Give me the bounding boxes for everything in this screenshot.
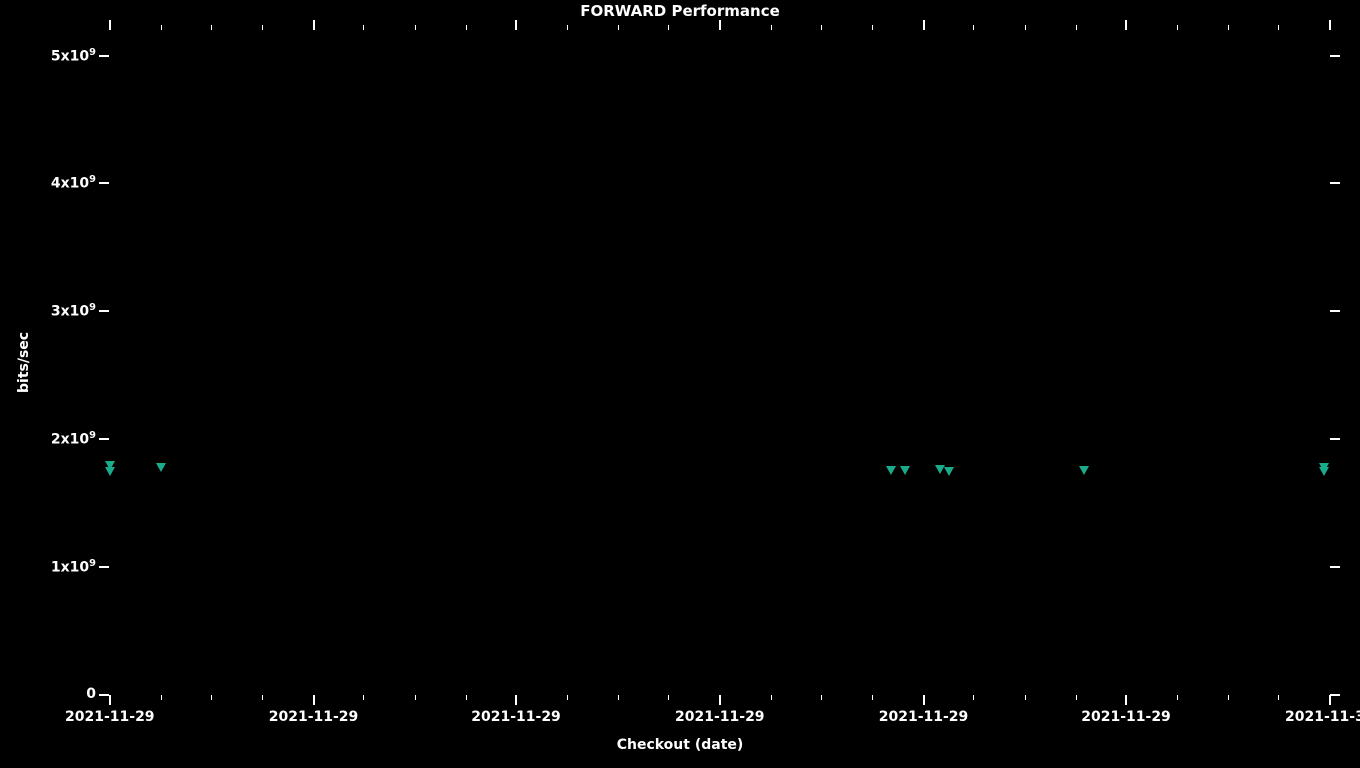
x-minor-tick <box>618 695 619 700</box>
chart-container: FORWARD Performance bits/sec Checkout (d… <box>0 0 1360 768</box>
x-minor-tick-top <box>1278 25 1279 30</box>
x-tick-mark <box>515 695 517 705</box>
x-tick-mark <box>1125 695 1127 705</box>
data-point-marker <box>1079 466 1089 475</box>
x-tick-mark-top <box>313 20 315 30</box>
x-minor-tick-top <box>567 25 568 30</box>
y-tick-mark <box>99 694 109 696</box>
x-minor-tick-top <box>466 25 467 30</box>
chart-title: FORWARD Performance <box>0 2 1360 20</box>
x-minor-tick-top <box>161 25 162 30</box>
y-tick-mark <box>99 310 109 312</box>
x-tick-mark-top <box>1125 20 1127 30</box>
y-tick-mark-right <box>1330 694 1340 696</box>
y-tick-label: 2x109 <box>51 430 96 448</box>
x-minor-tick <box>1025 695 1026 700</box>
x-tick-mark-top <box>515 20 517 30</box>
x-tick-mark-top <box>923 20 925 30</box>
data-point-marker <box>1319 467 1329 476</box>
data-point-marker <box>944 467 954 476</box>
x-minor-tick-top <box>262 25 263 30</box>
x-tick-mark-top <box>109 20 111 30</box>
y-axis-label: bits/sec <box>16 331 32 392</box>
x-minor-tick <box>872 695 873 700</box>
y-tick-mark-right <box>1330 438 1340 440</box>
x-minor-tick-top <box>1076 25 1077 30</box>
y-tick-mark <box>99 566 109 568</box>
x-minor-tick-top <box>211 25 212 30</box>
x-minor-tick-top <box>973 25 974 30</box>
x-minor-tick <box>973 695 974 700</box>
y-tick-mark <box>99 182 109 184</box>
y-tick-mark <box>99 438 109 440</box>
x-minor-tick <box>363 695 364 700</box>
y-tick-label: 3x109 <box>51 302 96 320</box>
x-tick-mark <box>1329 695 1331 705</box>
x-minor-tick <box>466 695 467 700</box>
x-minor-tick-top <box>618 25 619 30</box>
x-minor-tick <box>211 695 212 700</box>
x-minor-tick <box>262 695 263 700</box>
x-tick-label: 2021-11-29 <box>879 709 969 725</box>
x-minor-tick-top <box>415 25 416 30</box>
y-tick-mark-right <box>1330 310 1340 312</box>
x-minor-tick <box>1278 695 1279 700</box>
x-minor-tick <box>161 695 162 700</box>
x-minor-tick <box>1177 695 1178 700</box>
x-tick-label: 2021-11-29 <box>471 709 561 725</box>
x-tick-mark <box>923 695 925 705</box>
y-tick-mark <box>99 55 109 57</box>
x-tick-label: 2021-11-29 <box>269 709 359 725</box>
x-minor-tick <box>1076 695 1077 700</box>
x-minor-tick-top <box>1025 25 1026 30</box>
x-axis-label: Checkout (date) <box>0 737 1360 753</box>
x-minor-tick <box>771 695 772 700</box>
x-tick-mark <box>109 695 111 705</box>
x-minor-tick-top <box>1177 25 1178 30</box>
x-tick-mark-top <box>1329 20 1331 30</box>
x-tick-label: 2021-11-29 <box>675 709 765 725</box>
x-tick-label: 2021-11-29 <box>1081 709 1171 725</box>
x-tick-label: 2021-11-3 <box>1285 709 1360 725</box>
y-tick-mark-right <box>1330 566 1340 568</box>
x-minor-tick <box>1228 695 1229 700</box>
y-tick-mark-right <box>1330 55 1340 57</box>
x-tick-mark-top <box>719 20 721 30</box>
x-minor-tick <box>668 695 669 700</box>
x-tick-mark <box>719 695 721 705</box>
x-minor-tick <box>567 695 568 700</box>
x-tick-mark <box>313 695 315 705</box>
x-minor-tick-top <box>771 25 772 30</box>
x-minor-tick-top <box>668 25 669 30</box>
y-tick-mark-right <box>1330 182 1340 184</box>
x-minor-tick <box>821 695 822 700</box>
y-tick-label: 5x109 <box>51 47 96 65</box>
x-minor-tick-top <box>363 25 364 30</box>
data-point-marker <box>900 466 910 475</box>
y-tick-label: 0 <box>86 686 96 702</box>
data-point-marker <box>156 463 166 472</box>
y-tick-label: 4x109 <box>51 174 96 192</box>
data-point-marker <box>105 467 115 476</box>
x-minor-tick-top <box>872 25 873 30</box>
data-point-marker <box>886 466 896 475</box>
x-minor-tick <box>415 695 416 700</box>
x-minor-tick-top <box>821 25 822 30</box>
data-point-marker <box>935 465 945 474</box>
x-minor-tick-top <box>1228 25 1229 30</box>
x-tick-label: 2021-11-29 <box>65 709 155 725</box>
y-tick-label: 1x109 <box>51 558 96 576</box>
